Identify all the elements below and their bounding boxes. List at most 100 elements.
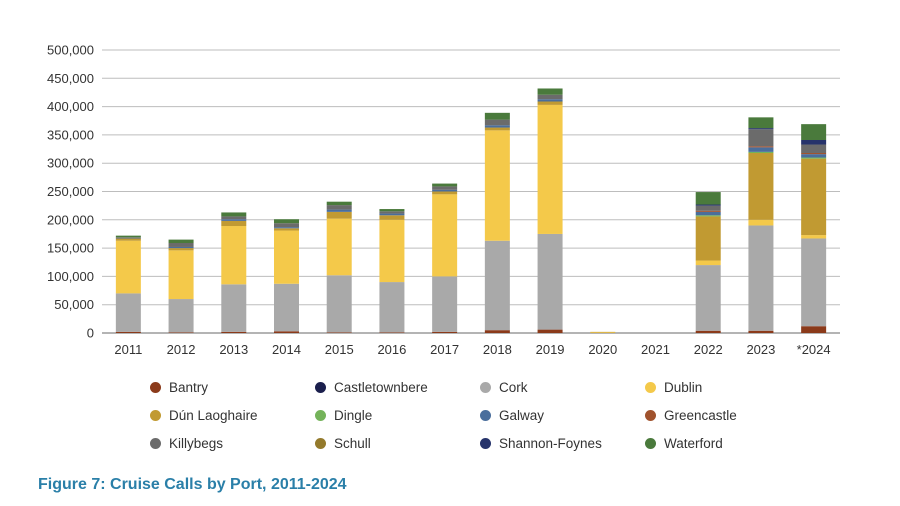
figure-caption: Figure 7: Cruise Calls by Port, 2011-202… <box>38 476 347 493</box>
legend-label: Killybegs <box>169 435 224 451</box>
y-tick-label: 250,000 <box>47 184 94 199</box>
bar-segment-waterford <box>326 201 352 206</box>
bar-segment-cork <box>274 283 299 332</box>
x-tick-label: 2013 <box>219 342 248 357</box>
bar-segment-bantry <box>695 330 721 333</box>
bar-segment-d-n-laoghaire <box>379 215 405 220</box>
bar-segment-d-n-laoghaire <box>695 216 721 261</box>
bar-segment-d-n-laoghaire <box>484 127 510 131</box>
legend-swatch <box>480 437 491 449</box>
x-tick-label: 2014 <box>272 342 301 357</box>
bar-segment-bantry <box>432 331 458 333</box>
x-tick-label: 2011 <box>114 342 142 357</box>
legend-label: Schull <box>334 435 371 451</box>
bar-segment-killybegs <box>326 205 352 210</box>
legend-label: Galway <box>499 407 545 423</box>
legend-label: Dún Laoghaire <box>169 407 258 423</box>
bar-segment-cork <box>484 240 510 331</box>
x-tick-label: 2023 <box>746 342 775 357</box>
stacked-bar-chart: 0 50,000 100,000 150,000 200,000 250,000 300,0… <box>47 43 840 357</box>
y-tick-label: 50,000 <box>54 297 94 312</box>
legend-label: Cork <box>499 379 528 395</box>
bar-segment-galway <box>221 219 247 221</box>
y-tick-label: 400,000 <box>47 99 94 114</box>
bar-segment-dublin <box>379 219 405 283</box>
bar-segment-dublin <box>801 235 827 239</box>
bar-segment-cork <box>748 225 774 331</box>
bar-segment-dublin <box>590 332 616 333</box>
bar-segment-bantry <box>484 330 510 333</box>
bar-segment-killybegs <box>221 216 247 220</box>
legend-item: Bantry <box>150 376 315 398</box>
y-tick-label: 350,000 <box>47 127 94 142</box>
legend-swatch <box>645 409 656 421</box>
y-tick-label: 450,000 <box>47 71 94 86</box>
legend-swatch <box>480 381 491 393</box>
legend-item: Killybegs <box>150 432 315 454</box>
bar-segment-cork <box>221 284 247 332</box>
bar-segment-dublin <box>748 219 774 226</box>
bar-segment-bantry <box>379 332 405 333</box>
bar-segment-d-n-laoghaire <box>590 331 616 333</box>
legend-label: Waterford <box>664 435 723 451</box>
bar-segment-galway <box>748 147 774 152</box>
y-tick-label: 200,000 <box>47 212 94 227</box>
bar-segment-greencastle <box>695 210 721 212</box>
legend: Bantry Castletownbere Cork Dublin Dún Laogha… <box>150 376 790 454</box>
bar-segment-dublin <box>115 240 141 294</box>
x-axis-ticks: 2011 2012 2013 2014 2015 2016 2017 2018 2019 2020… <box>114 342 830 357</box>
y-tick-label: 300,000 <box>47 156 94 171</box>
legend-item: Dún Laoghaire <box>150 404 315 426</box>
legend-item: Schull <box>315 432 480 454</box>
bar-segment-dublin <box>168 250 194 300</box>
bar-segment-galway <box>537 99 563 102</box>
legend-label: Dublin <box>664 379 703 395</box>
bar-segment-dublin <box>695 260 721 266</box>
bar-segment-killybegs <box>115 237 141 238</box>
legend-swatch <box>480 409 491 421</box>
legend-swatch <box>315 437 326 449</box>
bar-segment-dublin <box>537 104 563 234</box>
legend-item: Dublin <box>645 376 790 398</box>
y-tick-label: 0 <box>87 326 94 341</box>
bar-segment-dublin <box>484 130 510 241</box>
bar-segment-galway <box>326 209 352 212</box>
x-tick-label: 2012 <box>167 342 196 357</box>
legend-swatch <box>645 437 656 449</box>
x-tick-label: 2021 <box>641 342 670 357</box>
bar-segment-d-n-laoghaire <box>274 228 299 231</box>
bar-segment-waterford <box>168 239 194 244</box>
bar-segment-waterford <box>484 112 510 120</box>
x-tick-label: 2018 <box>483 342 512 357</box>
bar-segment-galway <box>379 213 405 216</box>
bar-segment-cork <box>537 233 563 330</box>
bar-segment-d-n-laoghaire <box>537 101 563 105</box>
bar-segment-cork <box>115 293 141 332</box>
bar-segment-killybegs <box>748 129 774 147</box>
bar-segment-cork <box>168 299 194 333</box>
x-tick-label: 2019 <box>536 342 565 357</box>
bar-segment-galway <box>274 227 299 229</box>
bar-segment-killybegs <box>537 94 563 100</box>
bar-segment-waterford <box>695 192 721 205</box>
bar-segment-killybegs <box>484 119 510 126</box>
bar-segment-cork <box>326 275 352 333</box>
legend-label: Castletownbere <box>334 379 428 395</box>
bar-segment-killybegs <box>274 223 299 228</box>
bar-segment-dublin <box>432 194 458 277</box>
bar-segment-bantry <box>537 329 563 333</box>
legend-swatch <box>150 381 161 393</box>
bar-segment-cork <box>801 238 827 327</box>
bar-segment-waterford <box>274 219 299 224</box>
bar-segment-waterford <box>221 212 247 217</box>
bar-segment-cork <box>379 282 405 333</box>
bar-segment-dublin <box>221 226 247 285</box>
y-tick-label: 150,000 <box>47 241 94 256</box>
legend-label: Bantry <box>169 379 209 395</box>
legend-swatch <box>645 381 656 393</box>
x-tick-label: 2017 <box>430 342 459 357</box>
bar-segment-greencastle <box>748 146 774 148</box>
bar-segment-killybegs <box>379 211 405 214</box>
bar-segment-bantry <box>221 331 247 333</box>
legend-item: Dingle <box>315 404 480 426</box>
